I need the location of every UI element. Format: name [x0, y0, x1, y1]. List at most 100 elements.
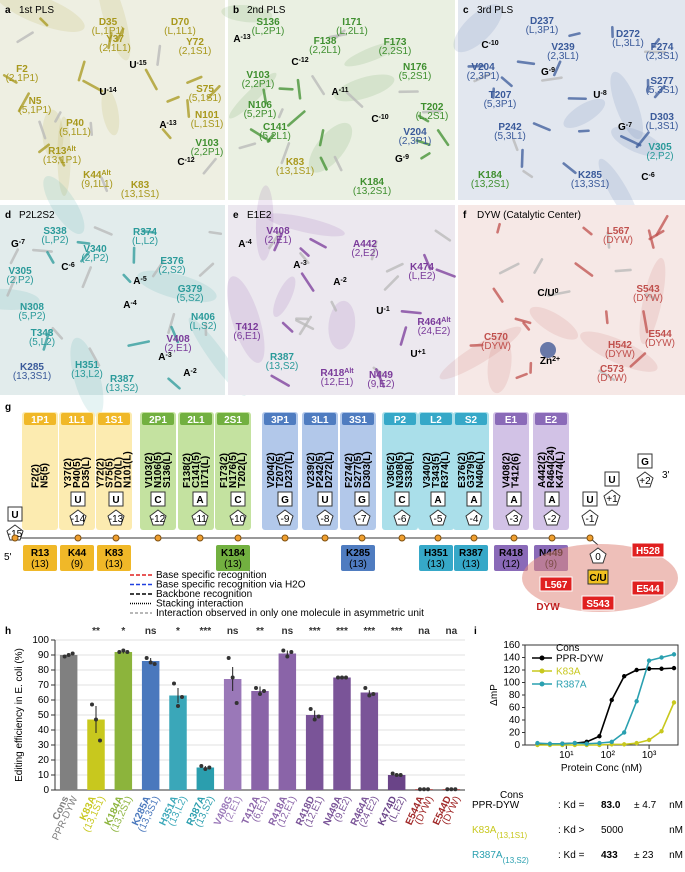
stick — [385, 262, 404, 273]
structure-label: I171 — [342, 17, 362, 28]
structure-label: C-10 — [371, 114, 388, 126]
motif-header — [142, 413, 174, 425]
kd-unit: nM — [669, 825, 683, 836]
structure-label: C141 — [263, 122, 287, 133]
stick — [299, 252, 310, 265]
replicate-dot — [289, 650, 294, 654]
replicate-dot — [152, 662, 157, 666]
text-part: K285 — [20, 362, 44, 373]
structure-label: L567 — [607, 226, 630, 237]
motif-header — [98, 413, 130, 425]
stick — [286, 110, 306, 127]
motif-residue: P40(5) — [72, 458, 83, 488]
dyw-residue-box — [581, 595, 615, 611]
replicate-dot — [281, 648, 286, 653]
motif-name: 1L1 — [68, 415, 86, 426]
structure-sublabel: (2,3L1) — [547, 51, 579, 62]
text-part: C570 — [484, 332, 508, 343]
text-part: G — [541, 67, 549, 78]
motif-residue: V204(2) — [266, 452, 277, 488]
replicate-dot — [371, 692, 376, 696]
structure-image — [0, 205, 225, 395]
replicate-dot — [258, 692, 262, 696]
data-point — [547, 741, 553, 746]
structure-label: S277 — [650, 76, 674, 87]
stick — [614, 268, 632, 273]
structure-label: G-9 — [541, 67, 555, 79]
motif-residue: N176(5) — [228, 452, 239, 488]
motif-residue: D237(L) — [284, 451, 295, 488]
stick — [89, 121, 94, 137]
base-box — [277, 491, 293, 507]
base-box — [582, 491, 598, 507]
text-part: A — [233, 34, 240, 45]
text-part: -4 — [246, 239, 252, 246]
stick — [435, 268, 456, 278]
text-part: PPR-DYW — [472, 800, 520, 811]
replicate-dot — [422, 787, 426, 792]
text-part: Y72 — [186, 37, 204, 48]
structure-label: V305 — [8, 266, 32, 277]
ribbon — [227, 276, 265, 363]
phosphate — [398, 534, 406, 542]
structure-label: Y37 — [106, 34, 124, 45]
text-part: N449 — [369, 370, 393, 381]
stick — [577, 129, 590, 133]
text-part: Y37 — [106, 34, 124, 45]
stick — [436, 129, 450, 147]
phosphate — [281, 534, 289, 542]
significance: * — [176, 626, 180, 637]
y-tick-label: 140 — [503, 653, 520, 664]
structure-sublabel: (L,L2) — [132, 236, 158, 247]
stick — [161, 128, 172, 140]
panel-letter: i — [474, 626, 477, 637]
motif-header — [264, 413, 296, 425]
motif-residue: V239(2) — [306, 452, 317, 488]
stick — [144, 68, 158, 91]
panel-title: E1E2 — [247, 210, 272, 221]
data-point — [659, 655, 664, 660]
structure-sublabel: (2,P2) — [646, 151, 673, 162]
text-part: T412 — [236, 322, 259, 333]
stick — [82, 79, 104, 93]
text-part: V408 — [166, 334, 190, 345]
structure-label: C-6 — [61, 262, 75, 274]
stick — [547, 290, 571, 297]
text-part: A — [293, 260, 300, 271]
structure-label: K184 — [360, 177, 384, 188]
motif-residue: Y72(2) — [96, 458, 107, 488]
structure-sublabel: (13,2S1) — [353, 186, 391, 197]
text-part: U — [129, 60, 136, 71]
stick — [522, 321, 531, 331]
stick — [541, 76, 563, 82]
text-part: -8 — [601, 90, 607, 97]
data-point — [646, 658, 652, 663]
motif-residue: F138(2) — [182, 453, 193, 488]
text-part: E544 — [648, 329, 672, 340]
text-part: -3 — [301, 260, 307, 267]
base-box — [230, 491, 246, 507]
structure-label: T202 — [421, 102, 444, 113]
text-part: R387 — [110, 374, 134, 385]
structure-label: U-1 — [376, 306, 390, 318]
base-box — [394, 491, 410, 507]
replicate-dot — [176, 704, 180, 708]
anchor-name: K44 — [68, 548, 87, 559]
structure-sublabel: (5,1S1) — [189, 93, 222, 104]
motif-residue: F173(2) — [219, 453, 230, 488]
ribbon — [137, 270, 217, 303]
structure-sublabel: (2,E1) — [164, 343, 191, 354]
data-point — [621, 742, 627, 747]
stick — [100, 176, 109, 193]
structure-sublabel: (2,1L1) — [99, 43, 131, 54]
text-part: R374 — [133, 227, 157, 238]
text-part: K285 — [578, 170, 602, 181]
structure-sublabel: (L,1S1) — [191, 119, 224, 130]
text-part: S543 — [636, 284, 660, 295]
motif-name: 3P1 — [271, 415, 289, 426]
replicate-dot — [398, 773, 403, 777]
structure-sublabel: (L,2P1) — [252, 26, 285, 37]
structure-sublabel: (L,3L1) — [612, 38, 644, 49]
